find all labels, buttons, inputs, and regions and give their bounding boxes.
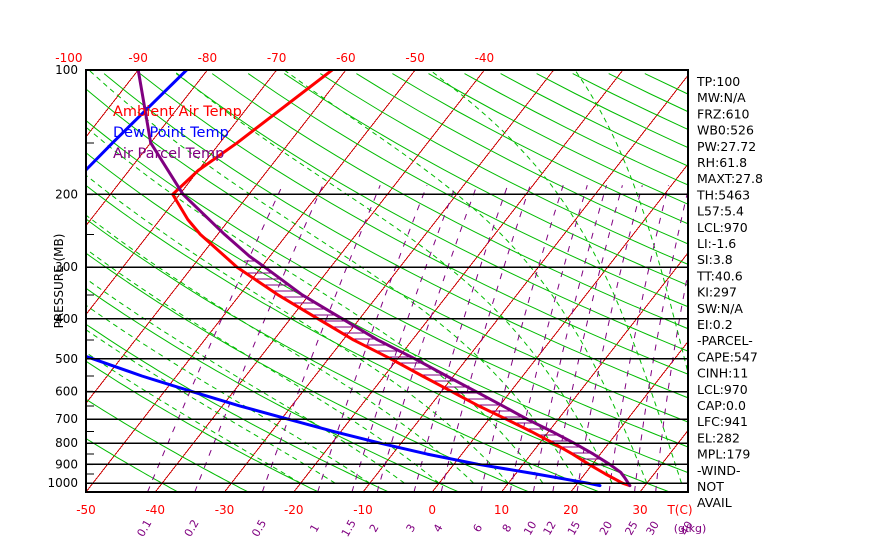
bottom-temp-tick-label: -10	[353, 503, 373, 517]
mixing-ratio-tick-label: 12	[541, 519, 559, 538]
bottom-temp-tick-label: 20	[563, 503, 578, 517]
bottom-temp-tick-label: 0	[428, 503, 436, 517]
trace-ambient-air-temp	[171, 70, 632, 488]
legend: Ambient Air Temp Dew Point Temp Air Parcel…	[113, 104, 242, 162]
parameter-19: LCL:970	[697, 382, 748, 397]
parameter-16: -PARCEL-	[697, 333, 753, 348]
bottom-temp-tick-label: -30	[215, 503, 235, 517]
bottom-temp-tick-label: -20	[284, 503, 304, 517]
parameter-23: MPL:179	[697, 447, 750, 462]
parameter-8: L57:5.4	[697, 204, 744, 219]
bottom-temp-tick-label: -40	[145, 503, 165, 517]
trace-dew-point-temp	[86, 70, 602, 488]
pressure-tick-label: 1000	[47, 476, 78, 490]
mixing-ratio-tick-label: 10	[521, 519, 539, 538]
top-temp-tick-label: -60	[336, 51, 356, 65]
pressure-tick-label: 300	[55, 260, 78, 274]
parameter-26: AVAIL	[697, 495, 732, 510]
parameter-18: CINH:11	[697, 366, 748, 381]
parameter-2: FRZ:610	[697, 106, 750, 121]
pressure-tick-label: 500	[55, 352, 78, 366]
top-temp-tick-label: -80	[198, 51, 218, 65]
top-temp-tick-label: -50	[405, 51, 425, 65]
pressure-tick-label: 400	[55, 312, 78, 326]
legend-entry-1: Dew Point Temp	[113, 125, 229, 141]
top-temp-tick-label: -100	[55, 51, 82, 65]
trace-air-parcel-temp	[136, 70, 632, 488]
pressure-tick-label: 900	[55, 457, 78, 471]
pressure-tick-label: 800	[55, 436, 78, 450]
sounding-traces	[86, 70, 632, 488]
temperature-axis-unit: T(C)	[666, 503, 692, 517]
mixing-ratio-tick-label: 40	[677, 519, 695, 538]
mixing-ratio-tick-label: 15	[565, 519, 583, 538]
mixing-ratio-tick-label: 25	[622, 519, 640, 538]
parameter-21: LFC:941	[697, 414, 748, 429]
top-temp-tick-label: -90	[128, 51, 148, 65]
top-temp-tick-label: -70	[267, 51, 287, 65]
parameter-13: KI:297	[697, 285, 737, 300]
parameter-6: MAXT:27.8	[697, 171, 763, 186]
parameter-12: TT:40.6	[696, 268, 743, 283]
parameter-20: CAP:0.0	[697, 398, 746, 413]
legend-entry-2: Air Parcel Temp	[113, 146, 224, 162]
mixing-ratio-tick-label: 30	[644, 519, 662, 538]
parameter-15: EI:0.2	[697, 317, 733, 332]
parameter-24: -WIND-	[697, 463, 741, 478]
parameter-14: SW:N/A	[697, 301, 743, 316]
mixing-ratio-tick-label: 20	[597, 519, 615, 538]
parameter-1: MW:N/A	[697, 90, 746, 105]
top-temp-tick-label: -40	[475, 51, 495, 65]
parameter-3: WB0:526	[697, 123, 754, 138]
bottom-temp-tick-label: 10	[494, 503, 509, 517]
bottom-temp-tick-label: -50	[76, 503, 96, 517]
parameter-0: TP:100	[696, 74, 740, 89]
parameter-17: CAPE:547	[697, 349, 758, 364]
pressure-tick-label: 100	[55, 63, 78, 77]
parameter-4: PW:27.72	[697, 139, 756, 154]
pressure-gridlines	[86, 69, 688, 484]
bottom-temp-tick-label: 30	[632, 503, 647, 517]
mixing-ratio-unit: (g/kg)	[674, 522, 707, 535]
legend-entry-0: Ambient Air Temp	[113, 104, 242, 120]
parameter-9: LCL:970	[697, 220, 748, 235]
parameter-7: TH:5463	[696, 187, 750, 202]
parameter-5: RH:61.8	[697, 155, 747, 170]
pressure-tick-label: 200	[55, 187, 78, 201]
plot-frame	[85, 69, 689, 493]
parameter-11: SI:3.8	[697, 252, 733, 267]
parameter-10: LI:-1.6	[697, 236, 736, 251]
pressure-tick-label: 700	[55, 412, 78, 426]
y-axis-label: PRESSURE (MB)	[52, 234, 66, 329]
axis-ticks-and-labels: 1002003004005006007008009001000PRESSURE …	[47, 51, 706, 539]
parameter-22: EL:282	[697, 430, 740, 445]
parameter-25: NOT	[697, 479, 724, 494]
pressure-tick-label: 600	[55, 385, 78, 399]
